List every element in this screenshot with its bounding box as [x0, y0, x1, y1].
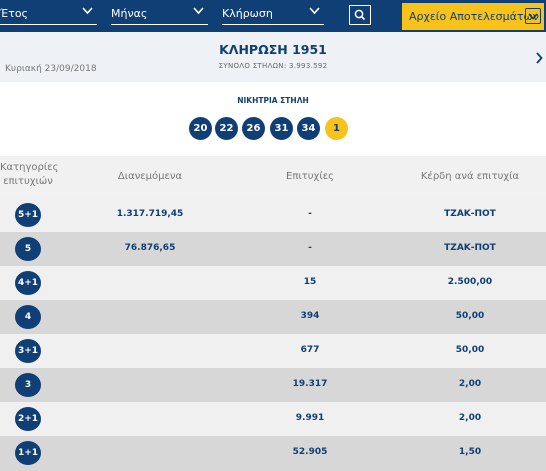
- winning-number-ball: 22: [215, 117, 238, 140]
- wins-cell: 677: [300, 345, 320, 355]
- results-table-header: Κατηγορίες επιτυχιών Διανεμόμενα Επιτυχί…: [0, 156, 546, 198]
- chevron-down-icon: [82, 7, 93, 15]
- month-select-label: Μήνας: [111, 7, 148, 20]
- search-icon: [354, 9, 366, 21]
- year-select-label: Έτος: [0, 7, 29, 20]
- chevron-right-icon[interactable]: [535, 52, 543, 64]
- draw-header: ΚΛΗΡΩΣΗ 1951 ΣΥΝΟΛΟ ΣΤΗΛΩΝ: 3.993.592 Κυ…: [0, 32, 546, 82]
- prize-cell: 2,00: [458, 413, 482, 423]
- table-row: 2+1 9.991 2,00: [0, 402, 546, 436]
- category-badge: 2+1: [15, 407, 41, 431]
- chevron-down-icon: [193, 7, 204, 15]
- table-row: 3+1 677 50,00: [0, 334, 546, 368]
- results-archive-dropdown[interactable]: Αρχείο Αποτελεσμάτων: [402, 3, 544, 30]
- wins-cell: 9.991: [295, 413, 325, 423]
- wins-header: Επιτυχίες: [286, 171, 334, 182]
- draw-total-columns: ΣΥΝΟΛΟ ΣΤΗΛΩΝ: 3.993.592: [218, 62, 328, 70]
- category-badge: 4: [15, 305, 41, 329]
- winning-number-ball: 26: [242, 117, 265, 140]
- draw-title: ΚΛΗΡΩΣΗ 1951: [219, 42, 327, 57]
- draw-select-label: Κλήρωση: [222, 7, 273, 20]
- prize-cell: 2.500,00: [447, 277, 493, 287]
- winning-number-ball: 31: [270, 117, 293, 140]
- results-archive-label: Αρχείο Αποτελεσμάτων: [409, 10, 539, 23]
- wins-cell: 15: [303, 277, 317, 287]
- table-row: 4 394 50,00: [0, 300, 546, 334]
- distributed-cell: 76.876,65: [124, 243, 176, 253]
- category-header-line1: Κατηγορίες: [0, 162, 59, 173]
- month-select[interactable]: Μήνας: [111, 5, 208, 25]
- category-header-line2: επιτυχιών: [3, 176, 53, 187]
- wins-cell: 19.317: [292, 379, 328, 389]
- winning-number-ball: 34: [297, 117, 320, 140]
- table-row: 5+1 1.317.719,45 - ΤΖΑΚ-ΠΟΤ: [0, 198, 546, 232]
- year-select[interactable]: Έτος: [0, 5, 97, 25]
- wins-cell: -: [308, 243, 312, 253]
- winning-column-label: ΝΙΚΗΤΡΙΑ ΣΤΗΛΗ: [237, 96, 309, 105]
- table-row: 4+1 15 2.500,00: [0, 266, 546, 300]
- draw-date: Κυριακή 23/09/2018: [5, 64, 97, 74]
- wins-cell: 52.905: [292, 447, 328, 457]
- top-filter-bar: Έτος Μήνας Κλήρωση Αρχείο Αποτελεσμάτων: [0, 0, 546, 32]
- joker-number-ball: 1: [325, 117, 348, 140]
- chevron-down-icon: [309, 7, 320, 15]
- wins-cell: -: [308, 209, 312, 219]
- search-button[interactable]: [349, 5, 371, 25]
- category-badge: 5: [15, 237, 41, 261]
- prize-cell: ΤΖΑΚ-ΠΟΤ: [444, 209, 496, 219]
- prize-cell: 50,00: [455, 311, 485, 321]
- winning-number-ball: 20: [189, 117, 212, 140]
- distributed-header: Διανεμόμενα: [117, 171, 183, 182]
- category-badge: 5+1: [15, 203, 41, 227]
- table-row: 5 76.876,65 - ΤΖΑΚ-ΠΟΤ: [0, 232, 546, 266]
- archive-dropdown-toggle[interactable]: [525, 8, 541, 24]
- category-badge: 4+1: [15, 271, 41, 295]
- prize-header: Κέρδη ανά επιτυχία: [420, 171, 520, 182]
- category-badge: 3: [15, 373, 41, 397]
- category-badge: 1+1: [15, 441, 41, 465]
- wins-cell: 394: [300, 311, 320, 321]
- table-row: 1+1 52.905 1,50: [0, 436, 546, 471]
- draw-select[interactable]: Κλήρωση: [222, 5, 324, 25]
- table-row: 3 19.317 2,00: [0, 368, 546, 402]
- category-badge: 3+1: [15, 339, 41, 363]
- chevron-down-icon: [528, 13, 538, 20]
- distributed-cell: 1.317.719,45: [116, 209, 184, 219]
- prize-cell: ΤΖΑΚ-ΠΟΤ: [444, 243, 496, 253]
- prize-cell: 1,50: [458, 447, 482, 457]
- prize-cell: 2,00: [458, 379, 482, 389]
- category-header: Κατηγορίες επιτυχιών: [0, 161, 59, 189]
- prize-cell: 50,00: [455, 345, 485, 355]
